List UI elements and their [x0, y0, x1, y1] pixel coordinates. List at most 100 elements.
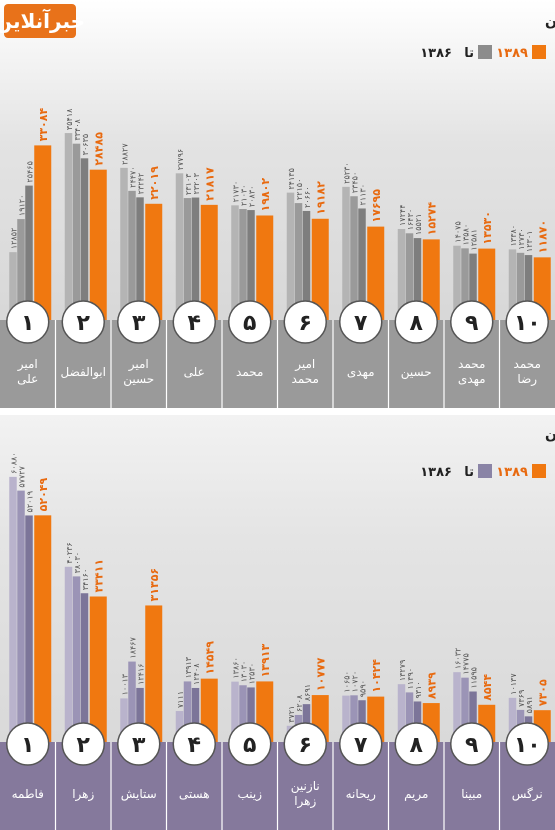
bar-new-label-9: ۱۳۵۳۰ [481, 211, 494, 245]
bar-new-6 [311, 218, 329, 320]
girls-legend-new-swatch [532, 464, 546, 478]
bar-old-label-1-2: ۱۹۱۲۰ [17, 195, 26, 216]
bar-old-10-1 [508, 249, 517, 320]
rank-number-5: ۵ [243, 311, 256, 336]
category-name-3: ستایش [121, 787, 157, 802]
category-name-1-line-2: علی [17, 372, 38, 386]
bar-old-9-1 [453, 245, 461, 320]
bar-old-2-3 [80, 158, 89, 320]
rank-number-2: ۲ [77, 733, 91, 758]
bar-new-2 [89, 596, 107, 742]
category-name-10: نرگس [512, 787, 543, 802]
bar-old-label-9-2: ۱۳۵۸۰ [461, 224, 470, 245]
bar-old-label-9-3: ۱۱۵۹۵ [469, 667, 478, 688]
category-name-1-line-1: امیر [17, 357, 38, 372]
bar-new-label-3: ۲۲۰۱۹ [148, 166, 161, 200]
rank-number-1: ۱ [21, 311, 34, 336]
bar-old-2-2 [72, 143, 81, 320]
rank-number-5: ۵ [243, 733, 256, 758]
rank-number-4: ۴ [188, 733, 201, 758]
bar-old-1-2 [17, 490, 25, 742]
rank-circle-4 [172, 300, 216, 344]
bar-old-label-1-1: ۱۲۸۵۲ [9, 228, 18, 249]
boys-chart: خبرآنلاین نمودار فراوانی ۱۰ اسم اول پسرا… [0, 0, 555, 408]
bar-old-label-2-3: ۳۰۶۳۵ [81, 134, 90, 155]
bar-old-1-1 [9, 476, 17, 742]
bar-old-3-1 [120, 698, 128, 742]
bar-old-2-1 [64, 133, 73, 320]
bar-old-label-3-2: ۱۸۴۶۷ [128, 636, 137, 658]
bar-new-label-5: ۱۹۸۰۲ [259, 178, 272, 212]
bar-new-4 [200, 204, 218, 320]
bar-old-label-8-1: ۱۳۲۷۹ [398, 660, 407, 681]
bar-old-8-1 [397, 228, 406, 320]
bar-old-label-6-3: ۲۰۶۶۰ [303, 186, 312, 207]
category-name-4: علی [184, 365, 205, 379]
bar-old-6-3 [302, 210, 311, 320]
bar-old-label-10-1: ۱۳۳۸۰ [509, 225, 518, 246]
bar-new-5 [256, 215, 274, 320]
logo: خبرآنلاین [0, 4, 85, 38]
bar-old-label-9-2: ۱۴۷۷۵ [461, 653, 470, 674]
category-name-1: فاطمه [12, 787, 44, 801]
bar-new-label-10: ۷۳۰۵ [536, 679, 549, 706]
rank-number-6: ۶ [299, 733, 312, 758]
bar-new-1 [34, 515, 52, 742]
bar-old-label-10-2: ۱۲۷۳۰ [517, 228, 526, 249]
boys-category-axis: ۱امیرعلی۲ابوالفضل۳امیرحسین۴علی۵محمد۶امیر… [0, 300, 555, 408]
rank-number-6: ۶ [299, 311, 312, 336]
bar-old-9-1 [453, 672, 461, 742]
bar-old-label-7-2: ۱۰۷۲۰ [350, 671, 359, 692]
rank-number-10: ۱۰ [514, 311, 541, 336]
rank-number-7: ۷ [354, 733, 368, 758]
rank-circle-6 [283, 300, 327, 344]
bar-old-3-2 [128, 190, 136, 320]
bar-new-label-2: ۲۸۴۸۵ [92, 132, 105, 166]
category-name-2: ابوالفضل [61, 365, 106, 380]
bar-old-5-3 [247, 687, 255, 742]
bar-old-5-2 [239, 209, 247, 320]
bar-old-1-3 [25, 515, 33, 742]
rank-number-2: ۲ [77, 311, 91, 336]
category-name-7: مهدی [347, 365, 375, 379]
bar-new-7 [367, 226, 385, 320]
logo-text: خبرآنلاین [0, 8, 85, 33]
bar-old-label-4-1: ۷۱۱۱ [176, 691, 185, 708]
bar-old-1-2 [17, 219, 25, 320]
bar-old-7-2 [350, 695, 358, 742]
category-name-7: ریحانه [346, 787, 377, 802]
bar-old-label-10-2: ۷۳۶۹ [517, 690, 526, 707]
rank-number-10: ۱۰ [514, 733, 541, 758]
girls-legend-old-swatch [478, 464, 492, 478]
girls-category-axis: ۱فاطمه۲زهرا۳ستایش۴هستی۵زینب۶نازنینزهرا۷ر… [0, 722, 555, 830]
bar-old-label-5-2: ۲۱۰۳۰ [239, 185, 248, 206]
rank-circle-1 [6, 722, 50, 766]
girls-chart-panel: نمودار فراوانی ۱۰ اسم اول دختران ۱۳۸۹ تا… [0, 415, 555, 830]
rank-circle-1 [6, 300, 50, 344]
bar-old-label-6-1: ۲۴۱۳۵ [287, 168, 296, 189]
bar-old-8-2 [405, 233, 414, 320]
bar-old-label-10-3: ۵۸۹۱ [525, 696, 534, 713]
boys-legend: ۱۳۸۹ تا ۱۳۸۶ [420, 45, 546, 61]
bar-new-label-10: ۱۱۸۷۰ [536, 220, 549, 254]
rank-circle-2 [61, 300, 105, 344]
bar-old-label-8-2: ۱۶۴۳۰ [406, 209, 415, 230]
bar-old-1-1 [9, 252, 17, 320]
rank-circle-10 [505, 300, 549, 344]
rank-number-9: ۹ [465, 311, 478, 336]
bar-old-8-3 [413, 238, 422, 320]
bar-new-3 [145, 605, 163, 742]
bar-old-label-5-3: ۱۲۵۳۰ [247, 663, 256, 684]
bar-new-label-1: ۵۲۰۴۹ [37, 477, 50, 511]
bar-old-label-9-3: ۱۲۵۸۱ [469, 229, 478, 250]
bar-new-label-4: ۲۱۸۱۷ [203, 167, 216, 201]
bar-old-3-3 [136, 687, 144, 742]
bar-old-5-2 [239, 685, 247, 742]
bar-old-label-8-1: ۱۷۲۴۴ [398, 205, 407, 226]
bar-old-5-1 [231, 205, 239, 320]
bar-old-label-4-1: ۲۷۷۹۶ [176, 149, 185, 170]
bar-old-label-6-1: ۳۷۲۱ [287, 706, 296, 723]
logo-badge [4, 4, 76, 38]
bar-old-label-8-3: ۹۳۱۰ [414, 681, 423, 698]
